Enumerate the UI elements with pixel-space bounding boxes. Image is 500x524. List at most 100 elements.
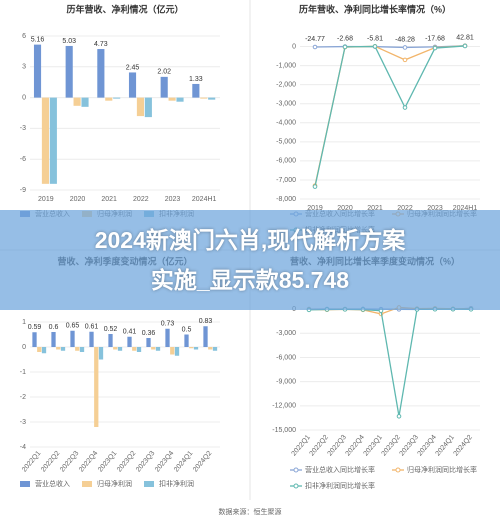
data-label: 0.52 <box>104 326 118 333</box>
bar <box>136 347 142 352</box>
legend-label: 扣非净利润 <box>159 479 194 488</box>
data-label: 0.61 <box>85 324 99 331</box>
x-tick-label: 2022Q2 <box>40 450 61 474</box>
bar <box>155 347 161 351</box>
y-tick-label: -2 <box>20 394 26 401</box>
y-tick-label: 6 <box>22 33 26 40</box>
y-tick-label: -2,000 <box>276 81 296 88</box>
data-label: 0.5 <box>182 326 192 333</box>
bar <box>160 76 168 98</box>
bar <box>144 97 152 118</box>
y-tick-label: -6 <box>20 156 26 163</box>
legend-label: 归母净利润 <box>97 479 132 488</box>
bar <box>113 347 118 350</box>
x-tick-label: 2020 <box>337 205 353 212</box>
bar <box>184 334 189 347</box>
bar <box>189 347 194 349</box>
point <box>402 45 408 50</box>
x-tick-label: 2024H1 <box>192 196 217 203</box>
bar <box>105 97 113 101</box>
data-label: 5.16 <box>31 36 45 43</box>
banner: 2024新澳门六肖,现代解析方案 实施_显示款85.748 <box>0 210 500 310</box>
bar <box>203 326 208 347</box>
data-label: -17.68 <box>425 36 445 43</box>
bar <box>212 347 218 351</box>
data-label: 0.41 <box>123 329 137 336</box>
line <box>314 45 466 186</box>
data-label: 42.81 <box>456 35 474 42</box>
x-tick-label: 2021 <box>367 205 383 212</box>
bar <box>60 347 66 351</box>
bar <box>136 97 144 117</box>
data-label: 0.36 <box>142 330 156 337</box>
point <box>312 184 318 189</box>
bar <box>98 347 104 360</box>
y-tick-label: -1 <box>20 369 26 376</box>
x-tick-label: 2024Q2 <box>192 450 213 474</box>
bar <box>97 49 105 98</box>
bar <box>89 331 94 347</box>
y-tick-label: 1 <box>22 319 26 326</box>
y-tick-label: -9,000 <box>276 378 296 385</box>
chart-title: 历年营收、净利情况（亿元） <box>66 3 183 14</box>
point <box>342 44 348 50</box>
y-tick-label: -4,000 <box>276 120 296 127</box>
bar <box>200 97 208 99</box>
data-label: 1.33 <box>189 76 203 83</box>
bar <box>128 72 137 98</box>
x-tick-label: 2022Q4 <box>78 450 99 474</box>
x-tick-label: 2022Q1 <box>21 450 42 474</box>
bar <box>168 97 176 101</box>
y-tick-label: -6,000 <box>276 158 296 165</box>
x-tick-label: 2020 <box>70 196 86 203</box>
y-tick-label: 0 <box>292 43 296 50</box>
x-tick-label: 2024Q1 <box>173 450 194 474</box>
bar <box>56 347 61 350</box>
data-label: 2.45 <box>126 64 140 71</box>
bar <box>193 347 199 350</box>
data-label: -24.77 <box>305 36 325 43</box>
legend-swatch <box>20 481 30 487</box>
x-tick-label: 2019 <box>307 205 323 212</box>
bar <box>176 97 184 102</box>
legend-swatch <box>293 483 299 489</box>
y-tick-label: -15,000 <box>272 427 296 434</box>
data-label: 2.02 <box>157 69 171 76</box>
x-tick-label: 2021 <box>101 196 117 203</box>
y-tick-label: -8,000 <box>276 196 296 203</box>
bar <box>41 97 49 184</box>
data-label: -5.81 <box>367 35 383 42</box>
legend-label: 营业总收入同比增长率 <box>305 465 375 474</box>
point <box>396 413 402 419</box>
bar <box>146 338 151 347</box>
bar <box>51 332 56 347</box>
x-tick-label: 2022 <box>397 205 413 212</box>
bar <box>94 347 99 427</box>
data-label: 5.03 <box>62 38 76 45</box>
bar <box>79 347 85 352</box>
data-label: 0.59 <box>28 324 42 331</box>
y-tick-label: -9 <box>20 187 26 194</box>
x-tick-label: 2023Q1 <box>97 450 118 474</box>
y-tick-label: -4 <box>20 444 26 451</box>
point <box>432 45 438 51</box>
x-tick-label: 2023 <box>427 205 443 212</box>
point <box>462 43 468 49</box>
y-tick-label: -3 <box>20 419 26 426</box>
bar <box>41 347 47 354</box>
y-tick-label: -5,000 <box>276 139 296 146</box>
y-tick-label: -3,000 <box>276 101 296 108</box>
bar <box>37 347 42 352</box>
bar <box>32 332 37 347</box>
data-label: 0.83 <box>199 318 213 325</box>
y-tick-label: -7,000 <box>276 177 296 184</box>
data-label: 0.65 <box>66 323 80 330</box>
banner-line: 2024新澳门六肖,现代解析方案 <box>94 227 406 253</box>
x-tick-label: 2024H1 <box>453 205 478 212</box>
chart-title: 历年营收、净利同比增长率情况（%） <box>299 3 451 14</box>
point <box>402 57 408 63</box>
legend-swatch <box>144 481 154 487</box>
bar <box>132 347 137 351</box>
bar <box>75 347 80 351</box>
